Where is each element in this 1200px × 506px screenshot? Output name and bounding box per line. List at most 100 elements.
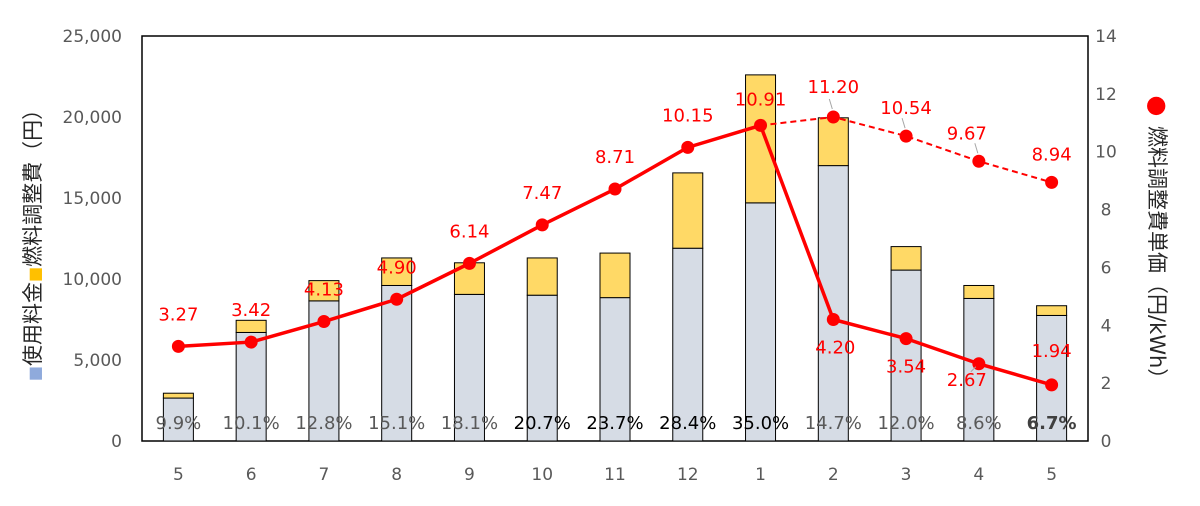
price-label: 9.67: [947, 123, 987, 144]
bar-fuel: [235, 319, 267, 333]
price-label: 8.94: [1032, 144, 1072, 165]
price-point: [1045, 175, 1059, 189]
price-point: [754, 118, 768, 132]
y-right-tick-label: 2: [1101, 374, 1112, 394]
price-label-discounted: 3.54: [886, 357, 926, 378]
price-label: 8.71: [595, 147, 635, 168]
bar-fuel: [526, 257, 558, 296]
price-point-discounted: [826, 313, 840, 326]
bar-fuel: [162, 392, 194, 399]
price-point: [899, 129, 913, 143]
x-tick-label: 5: [173, 465, 184, 485]
price-point: [681, 140, 695, 154]
percent-label: 6.7%: [1027, 413, 1077, 434]
y-left-title-part: ■: [25, 267, 44, 282]
x-tick-label: 3: [901, 465, 912, 485]
bar-base: [890, 269, 922, 442]
price-label: 10.54: [880, 98, 932, 119]
y-left-tick-label: 25,000: [63, 27, 122, 47]
price-label: 4.90: [377, 257, 417, 278]
percent-label: 12.0%: [877, 413, 934, 434]
x-tick-label: 4: [973, 465, 984, 485]
price-line-dashed: [760, 115, 1052, 184]
percent-label: 28.4%: [659, 413, 716, 434]
y-right-axis-title: 燃料調整費単価（円/kWh）: [1145, 126, 1169, 389]
y-left-axis-title: ■使用料金■燃料調整費（円）: [21, 99, 45, 381]
bar-base: [745, 202, 777, 442]
y-left-tick-label: 0: [111, 432, 122, 452]
percent-label: 9.9%: [156, 413, 202, 434]
x-tick-label: 7: [319, 465, 330, 485]
price-point: [317, 315, 331, 329]
label-leader: [828, 98, 833, 110]
percent-label: 20.7%: [514, 413, 571, 434]
bar-fuel: [308, 280, 340, 302]
bar-base: [235, 331, 267, 442]
x-tick-label: 10: [531, 465, 553, 485]
y-left-tick-label: 10,000: [63, 270, 122, 290]
percent-label: 14.7%: [805, 413, 862, 434]
price-label: 3.27: [158, 304, 198, 325]
x-tick-label: 11: [604, 465, 626, 485]
label-leader: [901, 117, 906, 129]
price-point: [390, 292, 404, 306]
y-left-tick-label: 5,000: [73, 351, 122, 371]
price-label-discounted: 1.94: [1032, 341, 1072, 362]
bar-fuel: [890, 246, 922, 271]
y-left-tick-label: 20,000: [63, 108, 122, 128]
percent-label: 8.6%: [956, 413, 1002, 434]
y-right-tick-label: 0: [1101, 432, 1112, 452]
price-point-discounted: [1045, 378, 1059, 392]
y-right-tick-label: 12: [1095, 85, 1117, 105]
price-label-discounted: 2.67: [947, 370, 987, 391]
price-point: [171, 339, 185, 353]
percent-label: 12.8%: [295, 413, 352, 434]
price-point-discounted: [899, 332, 913, 346]
price-label-discounted: 4.20: [815, 338, 855, 359]
x-tick-label: 9: [464, 465, 475, 485]
bar-fuel: [817, 117, 849, 167]
y-right-tick-label: 6: [1101, 258, 1112, 278]
x-tick-label: 1: [755, 465, 766, 485]
price-point: [244, 335, 258, 349]
bar-fuel: [1036, 305, 1068, 316]
percent-label: 10.1%: [223, 413, 280, 434]
y-left-title-part: 燃料調整費（円）: [21, 99, 45, 267]
price-label: 10.15: [662, 105, 714, 126]
bar-fuel: [745, 74, 777, 204]
bar-fuel: [599, 252, 631, 299]
bar-base: [526, 294, 558, 442]
y-left-title-part: 使用料金: [21, 282, 45, 366]
y-right-title-marker: ●: [1144, 96, 1172, 117]
bar-base: [599, 297, 631, 442]
price-label: 6.14: [449, 221, 489, 242]
y-right-tick-label: 8: [1101, 201, 1112, 221]
x-tick-label: 5: [1046, 465, 1057, 485]
price-point: [826, 110, 840, 124]
price-point: [535, 218, 549, 232]
y-right-tick-label: 10: [1095, 143, 1117, 163]
y-left-tick-label: 15,000: [63, 189, 122, 209]
label-leader: [974, 143, 979, 154]
y-right-tick-label: 4: [1101, 316, 1112, 336]
x-tick-label: 2: [828, 465, 839, 485]
y-left-title-part: ■: [25, 366, 44, 381]
price-label: 4.13: [304, 280, 344, 301]
bar-base: [1036, 314, 1068, 442]
bar-base: [453, 293, 485, 442]
x-tick-label: 6: [246, 465, 257, 485]
label-leader: [970, 366, 977, 373]
price-point: [608, 182, 622, 196]
price-label: 7.47: [522, 183, 562, 204]
bar-base: [672, 247, 704, 442]
price-label: 10.91: [735, 89, 787, 110]
price-label: 3.42: [231, 300, 271, 321]
price-point: [972, 154, 986, 168]
y-right-tick-label: 14: [1095, 27, 1117, 47]
bar-fuel: [672, 172, 704, 249]
percent-label: 23.7%: [586, 413, 643, 434]
bar-base: [817, 165, 849, 442]
x-tick-label: 8: [391, 465, 402, 485]
percent-label: 35.0%: [732, 413, 789, 434]
